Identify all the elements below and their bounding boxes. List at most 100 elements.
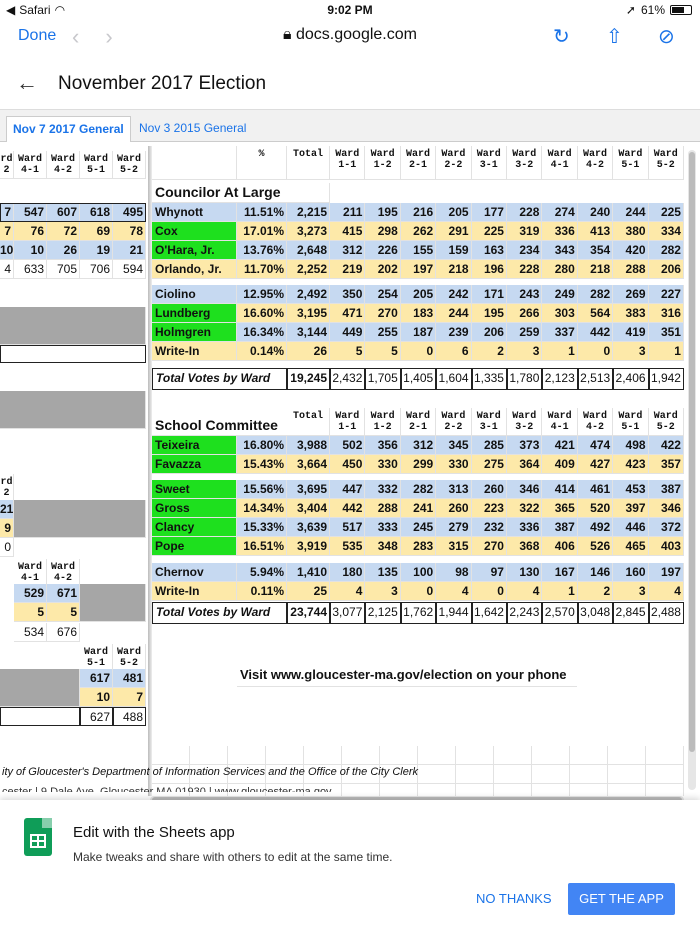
frozen-value[interactable]: 19 [80, 241, 113, 260]
councilor-candidate-pct[interactable]: 16.34% [237, 323, 287, 342]
councilor-ward-votes[interactable]: 5 [365, 342, 401, 361]
school-header-ward-5-1[interactable]: Ward 5-1 [613, 408, 649, 436]
councilor-ward-votes[interactable]: 6 [436, 342, 472, 361]
councilor-ward-votes[interactable]: 234 [507, 241, 543, 260]
empty-cell[interactable] [304, 765, 342, 784]
spreadsheet-grid[interactable]: % Total Ward 1-1 Ward 1-2 Ward 2-1 Ward 2-2 Ward 3-… [0, 146, 686, 796]
school-ward-votes[interactable]: 364 [507, 455, 543, 474]
empty-cell[interactable] [418, 746, 456, 765]
school-candidate-name[interactable]: Pope [152, 537, 237, 556]
frozen-value[interactable]: 7 [0, 222, 14, 241]
school-ward-total[interactable]: 1,944 [436, 602, 472, 624]
councilor-ward-votes[interactable]: 0 [577, 342, 614, 361]
councilor-ward-votes[interactable]: 288 [613, 260, 649, 279]
school-candidate-pct[interactable]: 0.11% [237, 582, 287, 601]
councilor-candidate-name[interactable]: Lundberg [152, 304, 237, 323]
frozen-w4-header[interactable]: Ward 4-2 [47, 559, 80, 585]
councilor-ward-votes[interactable]: 3 [507, 342, 543, 361]
councilor-candidate-pct[interactable]: 11.70% [237, 260, 287, 279]
school-ward-votes[interactable]: 4 [507, 582, 543, 601]
councilor-ward-votes[interactable]: 319 [507, 222, 543, 241]
school-ward-votes[interactable]: 299 [400, 455, 437, 474]
school-ward-votes[interactable]: 409 [542, 455, 578, 474]
frozen-mid-value[interactable]: 9 [0, 519, 14, 538]
school-ward-votes[interactable]: 357 [648, 455, 684, 474]
councilor-candidate-total[interactable]: 2,252 [287, 260, 330, 279]
school-ward-votes[interactable]: 372 [648, 518, 684, 537]
school-ward-votes[interactable]: 502 [330, 436, 366, 455]
school-candidate-total[interactable]: 25 [287, 582, 330, 601]
councilor-ward-votes[interactable]: 564 [577, 304, 614, 323]
school-ward-votes[interactable]: 333 [365, 518, 401, 537]
school-ward-votes[interactable]: 283 [400, 537, 437, 556]
frozen-value[interactable]: 21 [113, 241, 146, 260]
frozen-value[interactable]: 76 [14, 222, 47, 241]
councilor-ward-votes[interactable]: 228 [507, 260, 543, 279]
school-ward-votes[interactable]: 330 [436, 455, 472, 474]
councilor-ward-votes[interactable]: 380 [613, 222, 649, 241]
frozen-value[interactable]: 547 [14, 203, 47, 222]
school-candidate-name[interactable]: Teixeira [152, 436, 237, 455]
school-candidate-pct[interactable]: 14.34% [237, 499, 287, 518]
empty-cell[interactable] [190, 765, 228, 784]
school-ward-votes[interactable]: 517 [330, 518, 366, 537]
councilor-ward-votes[interactable]: 183 [400, 304, 437, 323]
councilor-ward-votes[interactable]: 298 [365, 222, 401, 241]
school-candidate-name[interactable]: Clancy [152, 518, 237, 537]
school-ward-votes[interactable]: 520 [577, 499, 614, 518]
school-ward-votes[interactable]: 241 [400, 499, 437, 518]
school-ward-votes[interactable]: 4 [436, 582, 472, 601]
empty-cell[interactable] [190, 746, 228, 765]
councilor-candidate-total[interactable]: 3,273 [287, 222, 330, 241]
school-ward-votes[interactable]: 2 [577, 582, 614, 601]
frozen-w4-value[interactable]: 534 [14, 623, 47, 642]
school-candidate-pct[interactable]: 16.51% [237, 537, 287, 556]
back-to-app-icon[interactable]: ◀ [6, 3, 16, 17]
vertical-scroll-thumb[interactable] [689, 152, 695, 752]
councilor-ward-votes[interactable]: 259 [507, 323, 543, 342]
school-ward-votes[interactable]: 461 [577, 480, 614, 499]
councilor-ward-votes[interactable]: 312 [330, 241, 366, 260]
councilor-candidate-total[interactable]: 2,492 [287, 285, 330, 304]
frozen-gray-block[interactable] [0, 391, 146, 429]
councilor-ward-votes[interactable]: 242 [436, 285, 472, 304]
councilor-candidate-name[interactable]: Holmgren [152, 323, 237, 342]
school-ward-votes[interactable]: 345 [436, 436, 472, 455]
school-ward-votes[interactable]: 403 [648, 537, 684, 556]
school-ward-votes[interactable]: 260 [436, 499, 472, 518]
school-ward-votes[interactable]: 100 [400, 563, 437, 582]
school-ward-votes[interactable]: 492 [577, 518, 614, 537]
school-ward-votes[interactable]: 98 [436, 563, 472, 582]
councilor-ward-votes[interactable]: 336 [542, 222, 578, 241]
school-ward-votes[interactable]: 312 [400, 436, 437, 455]
school-ward-votes[interactable]: 135 [365, 563, 401, 582]
no-thanks-button[interactable]: NO THANKS [476, 891, 552, 906]
school-ward-votes[interactable]: 498 [613, 436, 649, 455]
school-candidate-total[interactable]: 3,695 [287, 480, 330, 499]
school-ward-votes[interactable]: 279 [436, 518, 472, 537]
frozen-empty-box[interactable] [0, 345, 146, 363]
councilor-ward-total[interactable]: 1,604 [436, 368, 472, 390]
empty-cell[interactable] [570, 784, 608, 796]
tab-nov-7-2017[interactable]: Nov 7 2017 General [6, 116, 131, 142]
councilor-ward-votes[interactable]: 244 [613, 203, 649, 222]
councilor-ward-votes[interactable]: 5 [330, 342, 366, 361]
councilor-ward-votes[interactable]: 343 [542, 241, 578, 260]
councilor-ward-votes[interactable]: 225 [471, 222, 507, 241]
councilor-candidate-total[interactable]: 2,648 [287, 241, 330, 260]
school-ward-total[interactable]: 1,762 [400, 602, 437, 624]
councilor-ward-votes[interactable]: 219 [330, 260, 366, 279]
councilor-candidate-pct[interactable]: 11.51% [237, 203, 287, 222]
school-ward-votes[interactable]: 474 [577, 436, 614, 455]
empty-cell[interactable] [152, 746, 190, 765]
councilor-ward-votes[interactable]: 383 [613, 304, 649, 323]
councilor-ward-votes[interactable]: 202 [365, 260, 401, 279]
school-candidate-pct[interactable]: 15.56% [237, 480, 287, 499]
url-bar[interactable]: 🔒︎ docs.google.com [0, 26, 700, 44]
school-header-ward-2-1[interactable]: Ward 2-1 [400, 408, 437, 436]
councilor-ward-votes[interactable]: 270 [365, 304, 401, 323]
school-ward-votes[interactable]: 346 [648, 499, 684, 518]
school-ward-votes[interactable]: 130 [507, 563, 543, 582]
councilor-ward-total[interactable]: 1,942 [648, 368, 684, 390]
school-ward-total[interactable]: 1,642 [471, 602, 507, 624]
